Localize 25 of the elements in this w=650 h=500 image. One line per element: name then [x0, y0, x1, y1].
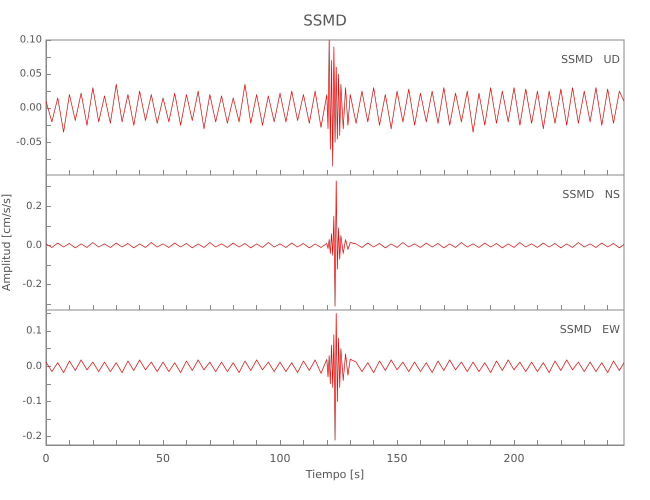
y-tick-label: 0.2 [26, 200, 42, 212]
x-tick-label: 150 [386, 452, 408, 465]
y-tick-label: -0.2 [22, 279, 42, 290]
line-series [46, 313, 624, 440]
y-tick-label: 0.0 [26, 360, 42, 372]
annotation: SSMD NS [562, 188, 620, 201]
y-tick-label: -0.05 [16, 136, 42, 148]
y-axis-title: Amplitud [cm/s/s] [0, 194, 13, 292]
y-tick-label: 0.1 [26, 326, 42, 337]
y-tick-label: -0.1 [22, 396, 42, 407]
y-tick-label: 0.00 [20, 102, 42, 114]
y-tick-label: -0.2 [22, 431, 42, 442]
annotation: SSMD UD [561, 53, 620, 66]
chart-title: SSMD [303, 12, 347, 30]
x-tick-label: 0 [42, 452, 50, 465]
y-tick-label: 0.0 [26, 240, 42, 251]
y-tick-label: 0.05 [20, 68, 42, 80]
line-series [46, 180, 624, 306]
line-series [46, 40, 624, 166]
annotation: SSMD EW [560, 323, 620, 336]
x-tick-label: 200 [504, 452, 525, 465]
y-tick-label: 0.10 [20, 34, 42, 46]
x-tick-label: 100 [270, 452, 291, 465]
x-tick-label: 50 [156, 452, 170, 465]
x-axis-title: Tiempo [s] [304, 468, 364, 481]
